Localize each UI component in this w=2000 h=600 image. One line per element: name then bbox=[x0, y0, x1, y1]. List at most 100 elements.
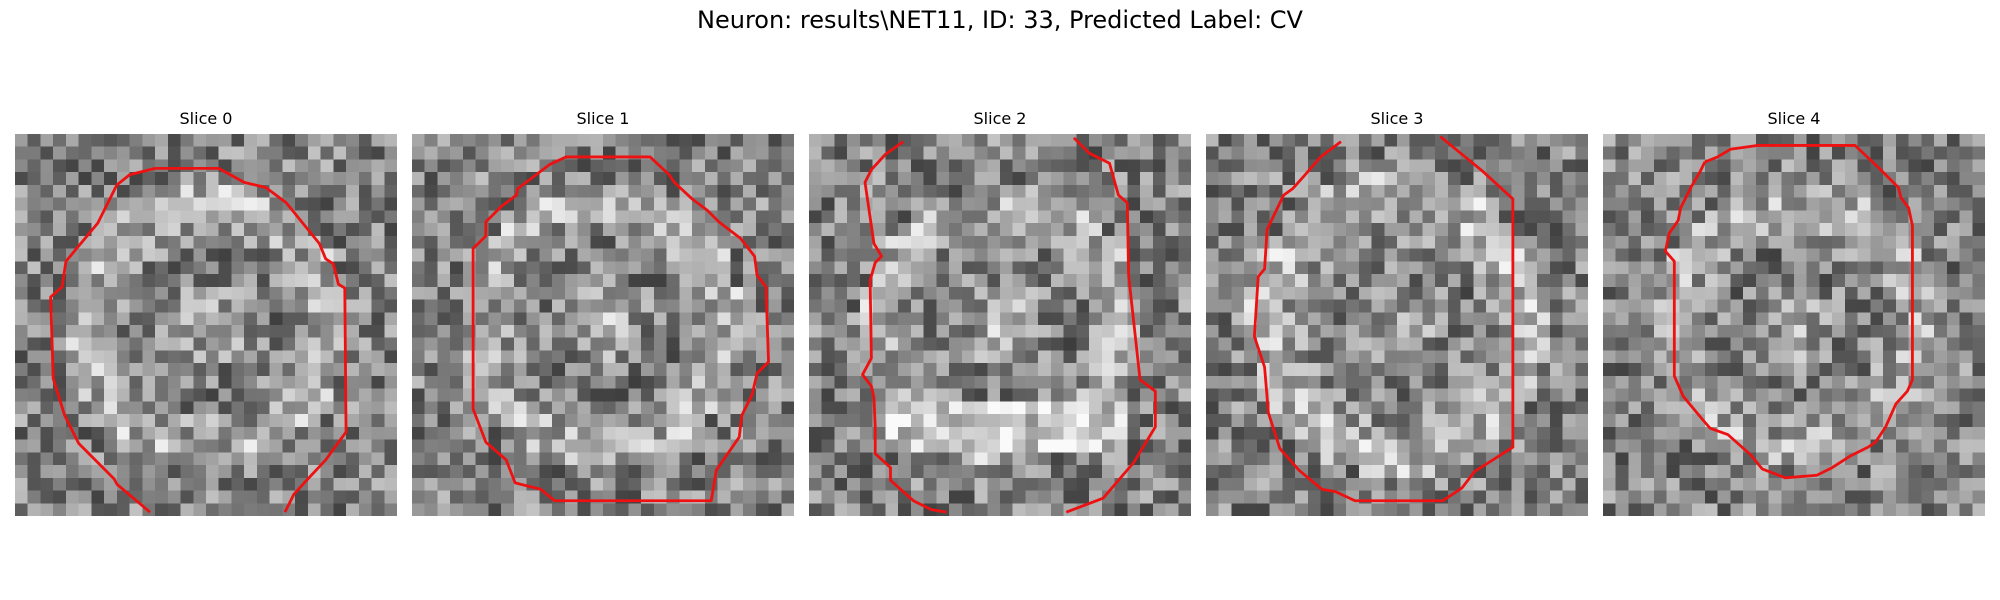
image-pixel bbox=[1704, 388, 1718, 402]
image-pixel bbox=[755, 248, 769, 262]
image-pixel bbox=[1857, 210, 1871, 224]
image-pixel bbox=[1921, 172, 1935, 186]
image-pixel bbox=[1050, 452, 1064, 466]
image-pixel bbox=[1384, 503, 1398, 516]
image-pixel bbox=[1603, 490, 1616, 504]
image-pixel bbox=[371, 477, 385, 491]
image-pixel bbox=[1768, 159, 1782, 173]
image-pixel bbox=[1473, 465, 1487, 479]
image-pixel bbox=[104, 146, 118, 160]
image-pixel bbox=[1371, 146, 1385, 160]
image-pixel bbox=[1768, 197, 1782, 211]
image-pixel bbox=[1615, 375, 1629, 389]
image-pixel bbox=[1806, 325, 1820, 338]
image-pixel bbox=[116, 159, 130, 173]
image-pixel bbox=[104, 299, 118, 313]
image-pixel bbox=[1628, 197, 1642, 211]
image-pixel bbox=[1806, 159, 1820, 173]
image-pixel bbox=[1832, 146, 1846, 160]
image-pixel bbox=[692, 299, 706, 313]
image-pixel bbox=[1282, 350, 1296, 364]
image-pixel bbox=[539, 337, 553, 351]
image-pixel bbox=[1768, 325, 1782, 338]
image-pixel bbox=[1038, 363, 1052, 377]
image-pixel bbox=[256, 248, 270, 262]
image-pixel bbox=[743, 465, 757, 479]
image-pixel bbox=[307, 477, 321, 491]
image-pixel bbox=[1178, 197, 1191, 211]
image-pixel bbox=[231, 388, 245, 402]
image-pixel bbox=[1165, 414, 1179, 428]
image-pixel bbox=[1447, 477, 1461, 491]
image-pixel bbox=[1730, 388, 1744, 402]
image-pixel bbox=[1562, 223, 1576, 237]
image-pixel bbox=[910, 286, 924, 300]
image-pixel bbox=[1768, 401, 1782, 415]
image-pixel bbox=[1575, 325, 1588, 338]
image-pixel bbox=[180, 363, 194, 377]
image-pixel bbox=[513, 248, 527, 262]
image-pixel bbox=[1397, 235, 1410, 249]
image-pixel bbox=[218, 503, 232, 516]
image-pixel bbox=[424, 210, 438, 224]
image-pixel bbox=[1397, 184, 1410, 198]
image-pixel bbox=[256, 235, 270, 249]
image-pixel bbox=[1781, 235, 1795, 249]
image-pixel bbox=[167, 426, 181, 440]
image-pixel bbox=[1615, 210, 1629, 224]
image-pixel bbox=[704, 363, 718, 377]
image-pixel bbox=[1025, 426, 1039, 440]
image-pixel bbox=[539, 414, 553, 428]
image-pixel bbox=[116, 184, 130, 198]
image-pixel bbox=[1857, 172, 1871, 186]
image-pixel bbox=[1562, 388, 1576, 402]
image-pixel bbox=[603, 477, 616, 491]
image-pixel bbox=[1653, 261, 1667, 275]
image-pixel bbox=[603, 274, 616, 288]
image-pixel bbox=[949, 146, 963, 160]
image-pixel bbox=[1050, 235, 1064, 249]
image-pixel bbox=[1946, 325, 1960, 338]
image-pixel bbox=[936, 261, 950, 275]
image-pixel bbox=[295, 299, 309, 313]
image-pixel bbox=[1025, 337, 1039, 351]
image-pixel bbox=[1460, 312, 1474, 326]
image-pixel bbox=[1447, 503, 1461, 516]
image-pixel bbox=[1679, 452, 1693, 466]
image-pixel bbox=[603, 363, 616, 377]
image-pixel bbox=[923, 184, 937, 198]
image-pixel bbox=[1717, 414, 1731, 428]
image-pixel bbox=[1549, 439, 1563, 453]
image-pixel bbox=[768, 426, 782, 440]
image-pixel bbox=[1447, 375, 1461, 389]
image-pixel bbox=[1256, 452, 1270, 466]
image-pixel bbox=[1844, 286, 1858, 300]
image-pixel bbox=[692, 465, 706, 479]
image-pixel bbox=[1743, 465, 1757, 479]
image-pixel bbox=[1498, 477, 1512, 491]
image-pixel bbox=[437, 439, 451, 453]
image-pixel bbox=[244, 350, 258, 364]
image-pixel bbox=[768, 299, 782, 313]
image-pixel bbox=[1908, 325, 1922, 338]
image-pixel bbox=[1819, 337, 1833, 351]
image-pixel bbox=[65, 350, 79, 364]
image-pixel bbox=[526, 426, 540, 440]
image-pixel bbox=[1282, 172, 1296, 186]
image-pixel bbox=[320, 159, 334, 173]
image-pixel bbox=[295, 172, 309, 186]
image-pixel bbox=[1460, 452, 1474, 466]
image-pixel bbox=[885, 401, 899, 415]
image-pixel bbox=[1628, 274, 1642, 288]
image-pixel bbox=[641, 299, 655, 313]
image-pixel bbox=[1794, 184, 1807, 198]
image-pixel bbox=[320, 337, 334, 351]
image-pixel bbox=[949, 363, 963, 377]
image-pixel bbox=[1524, 223, 1538, 237]
image-pixel bbox=[346, 503, 360, 516]
image-pixel bbox=[834, 477, 848, 491]
image-pixel bbox=[1038, 325, 1052, 338]
image-pixel bbox=[206, 337, 219, 351]
image-pixel bbox=[859, 426, 873, 440]
image-pixel bbox=[1460, 363, 1474, 377]
